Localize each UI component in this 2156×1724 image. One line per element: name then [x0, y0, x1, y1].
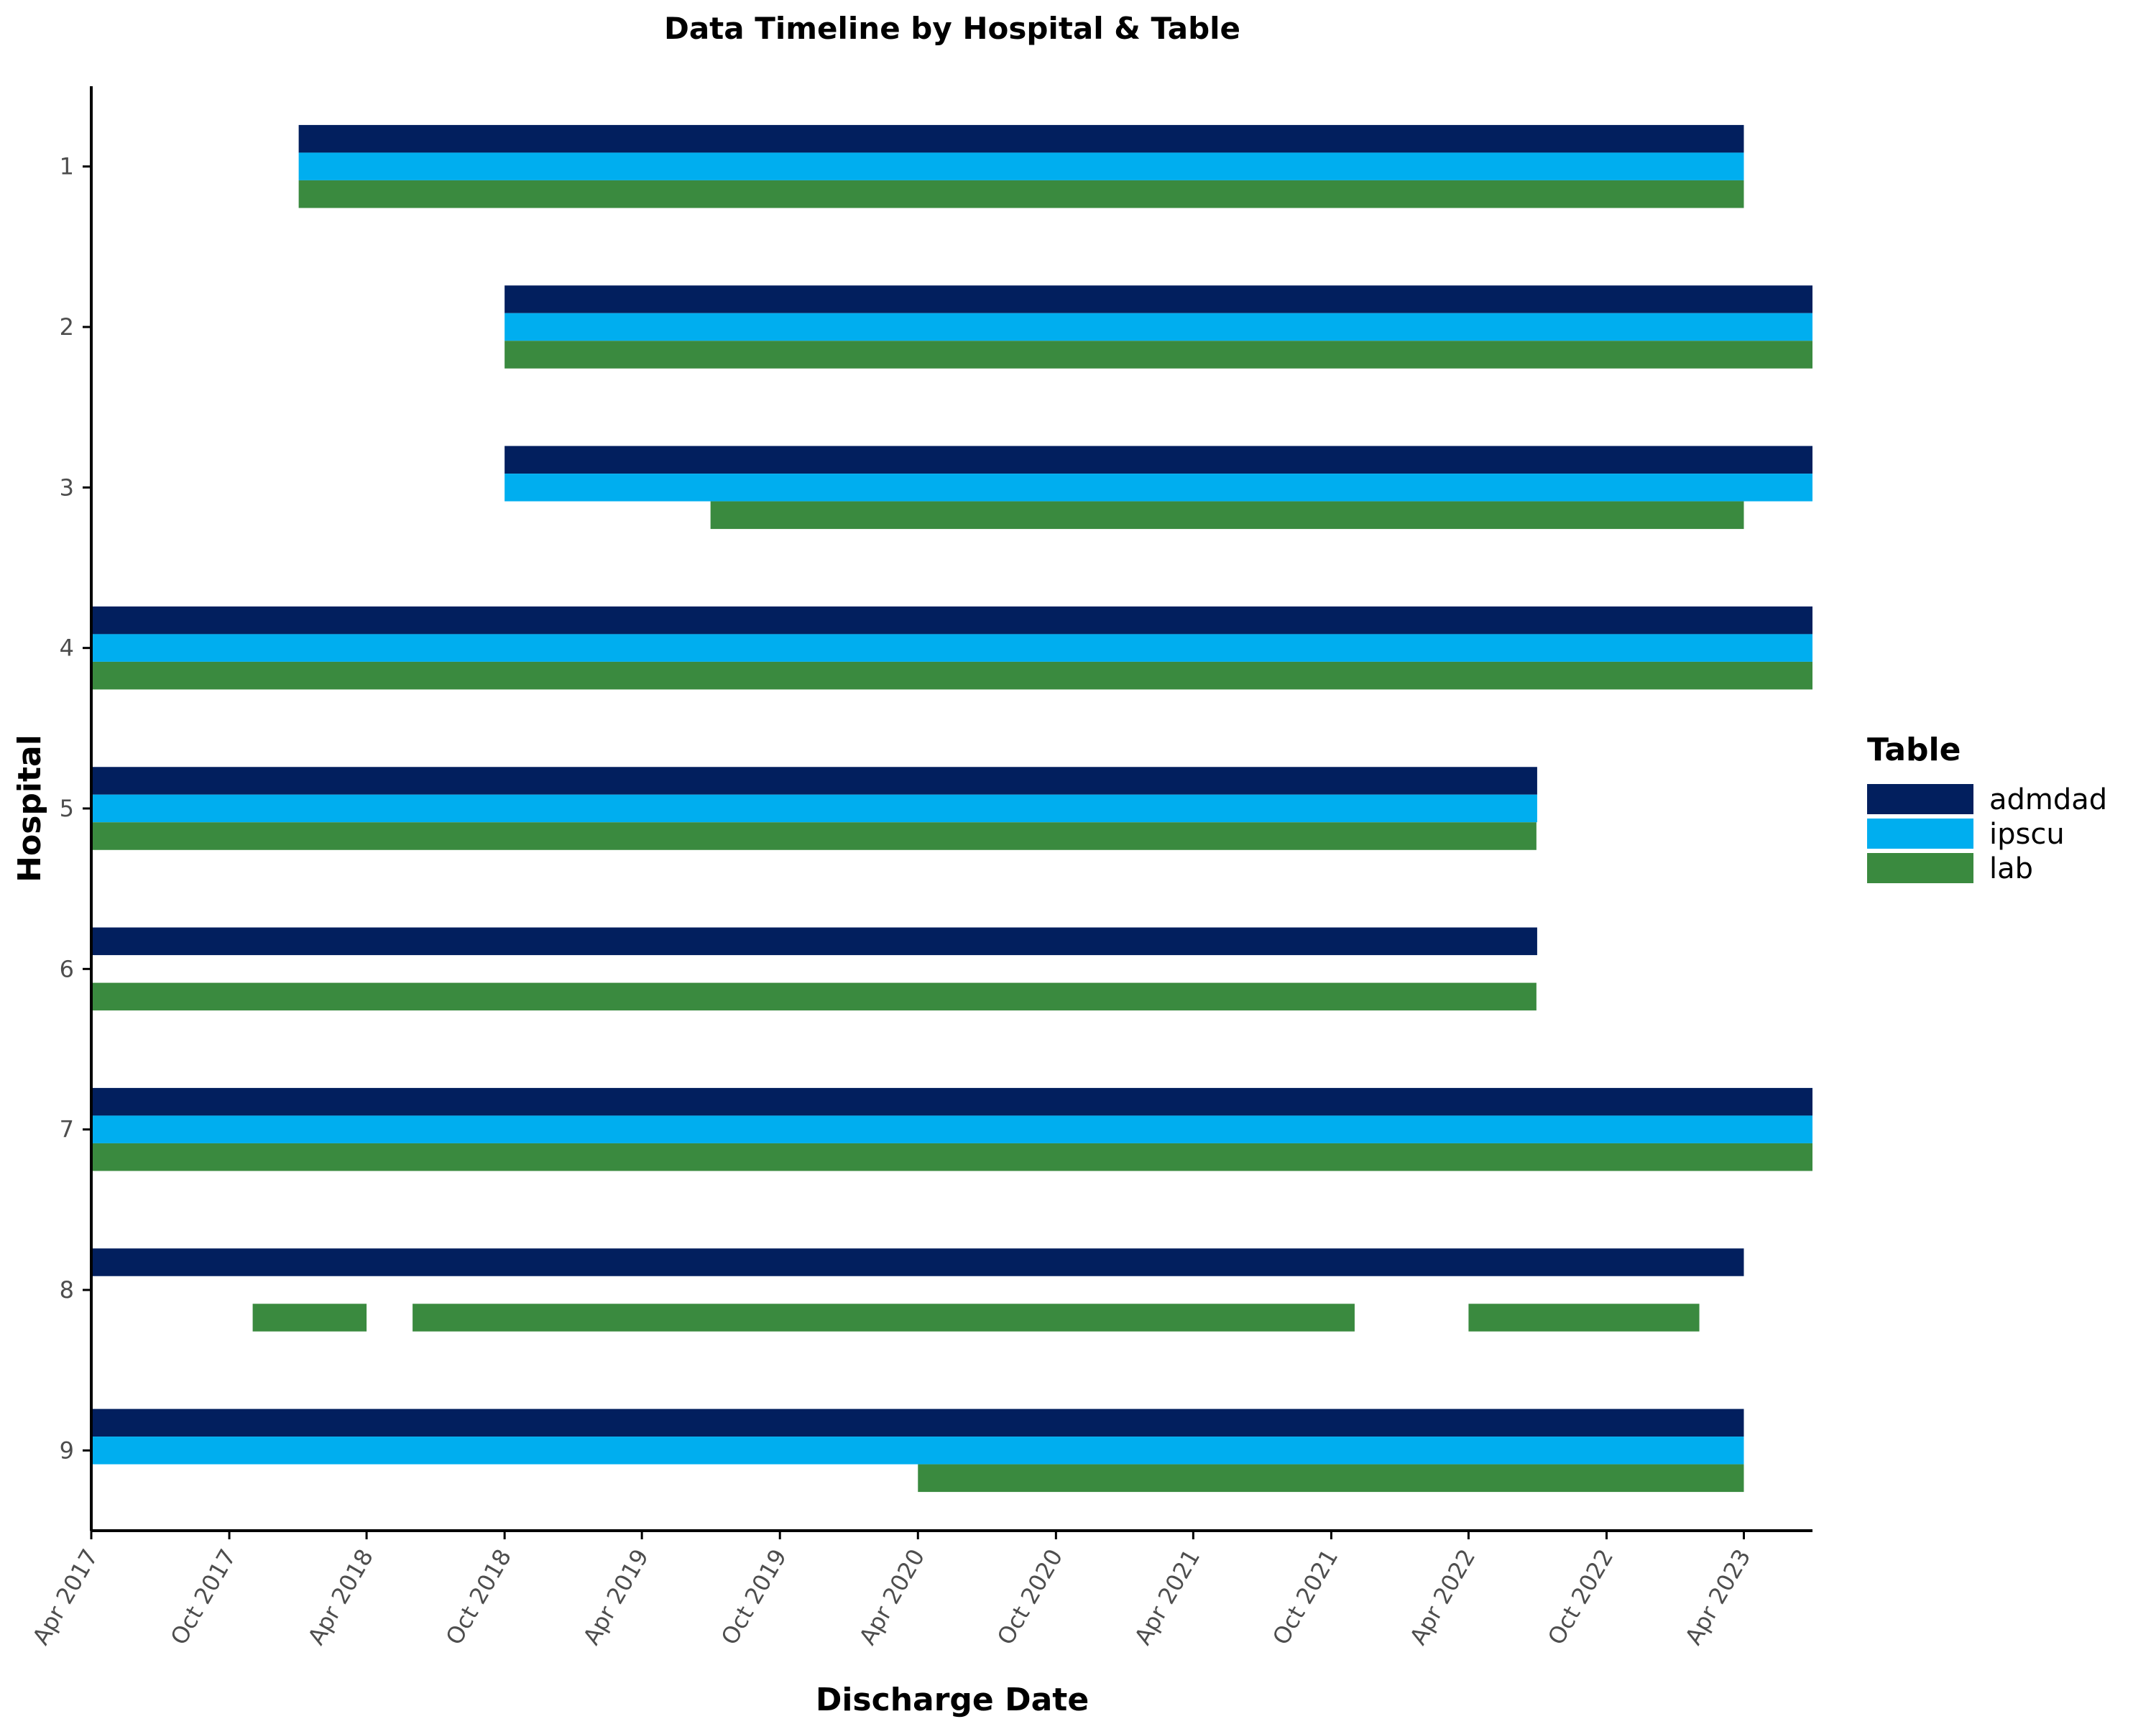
x-tick-label: Apr 2021	[1129, 1544, 1205, 1649]
legend-label-ipscu: ipscu	[1989, 818, 2065, 851]
legend-title: Table	[1867, 732, 1961, 768]
x-axis: Apr 2017 Oct 2017 Apr 2018 Oct 2018 Apr 2019…	[27, 1531, 1756, 1649]
bar-hospital-3-admdad	[505, 446, 1812, 474]
x-tick-label: Oct 2021	[1267, 1544, 1343, 1649]
bar-hospital-2-admdad	[505, 285, 1812, 313]
y-tick-label: 6	[60, 955, 74, 982]
x-tick-label: Apr 2023	[1680, 1544, 1756, 1649]
bar-hospital-5-lab	[91, 822, 1537, 850]
y-tick-label: 9	[60, 1437, 74, 1464]
bar-hospital-4-ipscu	[91, 634, 1812, 662]
x-tick-label: Apr 2022	[1404, 1544, 1480, 1649]
bar-hospital-4-lab	[91, 661, 1812, 690]
bar-hospital-9-admdad	[91, 1409, 1744, 1437]
bar-hospital-2-lab	[505, 341, 1812, 369]
y-tick-label: 5	[60, 795, 74, 822]
legend-label-lab: lab	[1989, 852, 2033, 885]
y-tick-label: 3	[60, 474, 74, 501]
bar-hospital-3-ipscu	[505, 474, 1812, 502]
x-axis-title: Discharge Date	[816, 1682, 1089, 1718]
bar-hospital-6-admdad	[91, 927, 1537, 956]
y-tick-label: 2	[60, 313, 74, 341]
bar-hospital-3-lab	[710, 501, 1744, 530]
x-tick-label: Oct 2020	[992, 1544, 1068, 1649]
bar-hospital-9-lab	[918, 1464, 1744, 1493]
bars-layer	[91, 124, 1812, 1493]
bar-hospital-5-ipscu	[91, 794, 1537, 823]
y-axis-title: Hospital	[11, 734, 48, 882]
y-axis: 1 2 3 4 5 6 7 8 9	[60, 153, 91, 1464]
x-tick-label: Oct 2018	[441, 1544, 517, 1649]
x-tick-label: Apr 2020	[854, 1544, 930, 1649]
x-tick-label: Oct 2019	[716, 1544, 792, 1649]
bar-hospital-5-admdad	[91, 767, 1537, 795]
x-tick-label: Apr 2018	[303, 1544, 379, 1649]
legend-swatch-ipscu	[1867, 819, 1973, 849]
bar-hospital-8-lab	[252, 1304, 367, 1332]
bar-hospital-8-lab	[413, 1304, 1355, 1332]
x-tick-label: Oct 2017	[165, 1544, 241, 1649]
y-tick-label: 8	[60, 1276, 74, 1304]
bar-hospital-8-admdad	[91, 1248, 1744, 1276]
bar-hospital-6-lab	[91, 982, 1537, 1011]
bar-hospital-7-admdad	[91, 1087, 1812, 1116]
y-tick-label: 4	[60, 635, 74, 662]
bar-hospital-7-ipscu	[91, 1115, 1812, 1143]
bar-hospital-7-lab	[91, 1143, 1812, 1171]
legend-label-admdad: admdad	[1989, 783, 2107, 816]
bar-hospital-4-admdad	[91, 606, 1812, 635]
x-tick-label: Apr 2017	[27, 1544, 103, 1649]
bar-hospital-8-lab	[1468, 1304, 1700, 1332]
y-tick-label: 7	[60, 1116, 74, 1143]
legend-swatch-admdad	[1867, 784, 1973, 814]
bar-hospital-2-ipscu	[505, 313, 1812, 341]
chart-title: Data Timeline by Hospital & Table	[664, 11, 1240, 46]
y-tick-label: 1	[60, 153, 74, 180]
bar-hospital-1-admdad	[298, 124, 1744, 153]
legend-swatch-lab	[1867, 853, 1973, 883]
x-tick-label: Oct 2022	[1542, 1544, 1618, 1649]
bar-hospital-9-ipscu	[91, 1437, 1744, 1465]
bar-hospital-1-ipscu	[298, 152, 1744, 180]
x-tick-label: Apr 2019	[578, 1544, 654, 1649]
bar-hospital-1-lab	[298, 180, 1744, 208]
